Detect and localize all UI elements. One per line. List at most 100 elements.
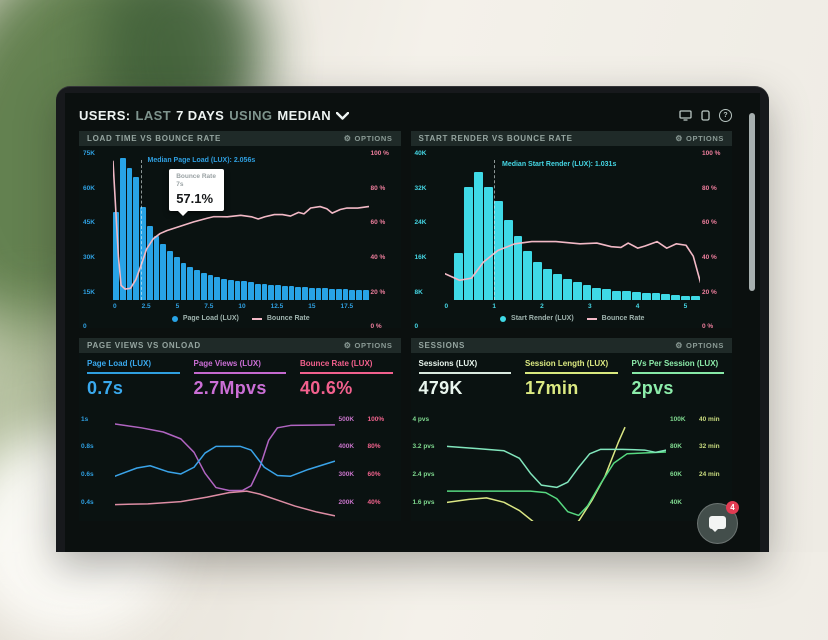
panel-page-views: PAGE VIEWS VS ONLOAD ⚙ OPTIONS Page Load …	[79, 338, 401, 521]
panel-title: START RENDER VS BOUNCE RATE	[418, 134, 573, 143]
mobile-icon[interactable]	[701, 109, 710, 121]
title-days: 7 DAYS	[176, 107, 225, 123]
histogram-bar	[254, 283, 261, 300]
page-views-plot[interactable]	[115, 409, 335, 521]
axis-label: 100 %	[370, 150, 389, 157]
histogram-bar	[140, 206, 146, 300]
histogram-bar	[261, 284, 268, 300]
metric-value: 40.6%	[300, 378, 353, 398]
axis-label: 0 %	[370, 323, 382, 331]
histogram-bar	[651, 293, 661, 300]
options-button[interactable]: ⚙ OPTIONS	[344, 341, 393, 350]
histogram-bar	[602, 289, 612, 300]
median-annotation: Median Start Render (LUX): 1.031s	[501, 161, 617, 169]
axis-label: 3	[587, 303, 592, 310]
axis-row: 400K 80%	[338, 443, 381, 451]
users-filter-dropdown[interactable]: USERS: LAST 7 DAYS USING MEDIAN	[79, 108, 349, 123]
axis-label: 32K	[414, 184, 427, 192]
legend-line-swatch	[586, 317, 597, 320]
axis-label: 0	[113, 303, 117, 310]
metric-label: Page Views (LUX)	[193, 359, 261, 368]
histogram-bar	[248, 282, 254, 300]
median-line	[140, 159, 142, 300]
metric-label: Page Load (LUX)	[87, 359, 152, 368]
axis-row: 500K 100%	[338, 415, 385, 423]
scrollbar-thumb[interactable]	[749, 113, 755, 291]
y-axis-left: 75K 60K 45K 30K 15K 0	[83, 150, 109, 331]
histogram-bar	[288, 286, 295, 300]
histogram-bar	[113, 212, 119, 300]
load-time-plot[interactable]: Median Page Load (LUX): 2.056s Bounce Ra…	[113, 154, 369, 300]
axis-row: 80K 32 min	[670, 443, 720, 451]
axis-label: 60 %	[370, 219, 386, 227]
histogram-bar	[349, 290, 355, 300]
histogram-bar	[173, 257, 180, 300]
legend-dot	[171, 315, 178, 322]
histogram-bar	[523, 250, 533, 300]
page-views-chart: 1s 0.8s 0.6s 0.4s 500K 100% 400K 80% 300K 60% 200…	[81, 409, 384, 521]
histogram-bar	[146, 225, 153, 300]
y-axis-right: 100K 40 min 80K 32 min 60K 24 min 40K	[670, 415, 728, 507]
gear-icon: ⚙	[675, 340, 684, 350]
panel-title: LOAD TIME VS BOUNCE RATE	[87, 134, 221, 143]
histogram-bar	[621, 291, 631, 300]
axis-label: 16K	[414, 254, 427, 262]
help-icon[interactable]: ?	[719, 108, 732, 122]
axis-label: 3.2 pvs	[412, 443, 435, 451]
chart-legend: Start Render (LUX) Bounce Rate	[445, 315, 701, 322]
panel-header: START RENDER VS BOUNCE RATE ⚙ OPTIONS	[410, 131, 732, 146]
desktop-icon[interactable]	[679, 109, 692, 121]
title-using: USING	[229, 107, 273, 123]
sessions-plot[interactable]	[447, 409, 667, 521]
legend-dot	[500, 315, 507, 322]
axis-label: 0	[444, 303, 449, 310]
options-button[interactable]: ⚙ OPTIONS	[675, 341, 724, 350]
axis-label: 15	[308, 303, 316, 310]
metric-page-views: Page Views (LUX) 2.7Mpvs	[193, 359, 286, 399]
bounce-rate-line	[115, 491, 335, 516]
histogram-bar	[241, 281, 247, 300]
options-button[interactable]: ⚙ OPTIONS	[675, 134, 724, 143]
chat-widget-button[interactable]: 4	[697, 501, 739, 544]
histogram-bar	[641, 292, 651, 300]
dashboard-screen: USERS: LAST 7 DAYS USING MEDIAN	[65, 93, 760, 552]
panel-load-time: LOAD TIME VS BOUNCE RATE ⚙ OPTIONS 75K 60K…	[79, 131, 401, 331]
histogram-bar	[221, 278, 227, 300]
axis-label: 4	[635, 303, 640, 310]
y-axis-right: 100 % 80 % 60 % 40 % 20 % 0 %	[702, 150, 730, 331]
histogram-bar	[483, 186, 493, 300]
histogram-bar	[295, 287, 301, 300]
axis-label: 15K	[83, 288, 95, 296]
options-button[interactable]: ⚙ OPTIONS	[344, 134, 393, 143]
histogram-bar	[612, 290, 621, 300]
tooltip-title: Bounce Rate	[176, 172, 216, 180]
gear-icon: ⚙	[675, 133, 684, 143]
axis-label: 75K	[83, 150, 95, 157]
metric-underline	[525, 372, 618, 374]
axis-label: 7.5	[204, 303, 214, 310]
x-axis: 0 1 2 3 4 5	[445, 303, 688, 310]
histogram-bar	[572, 282, 582, 300]
axis-label: 24K	[414, 219, 427, 227]
axis-row: 40K	[670, 498, 682, 506]
axis-label: 2.4 pvs	[412, 470, 435, 478]
start-render-chart: 40K 32K 24K 16K 8K 0 100 % 80 % 60 % 40 % 20 % 0 %…	[415, 150, 721, 329]
dashboard: USERS: LAST 7 DAYS USING MEDIAN	[79, 103, 732, 552]
tooltip-value: 57.1%	[176, 191, 214, 207]
histogram-bar	[153, 235, 160, 300]
panel-title: SESSIONS	[418, 341, 466, 350]
axis-label: 8K	[414, 288, 423, 296]
session-length-line	[447, 428, 625, 521]
axis-row: 100K 40 min	[670, 415, 720, 423]
histogram-bar	[562, 278, 572, 300]
axis-label: 0.4s	[81, 498, 94, 506]
axis-label: 4 pvs	[412, 415, 430, 423]
axis-label: 1	[492, 303, 496, 310]
axis-label: 2	[540, 303, 544, 310]
start-render-plot[interactable]: Median Start Render (LUX): 1.031s	[445, 154, 701, 300]
axis-label: 10	[238, 303, 246, 310]
histogram-bar	[671, 294, 681, 300]
panel-header: SESSIONS ⚙ OPTIONS	[410, 338, 732, 353]
histogram-bar	[167, 251, 173, 300]
x-axis: 0 2.5 5 7.5 10 12.5 15 17.5	[113, 303, 353, 310]
